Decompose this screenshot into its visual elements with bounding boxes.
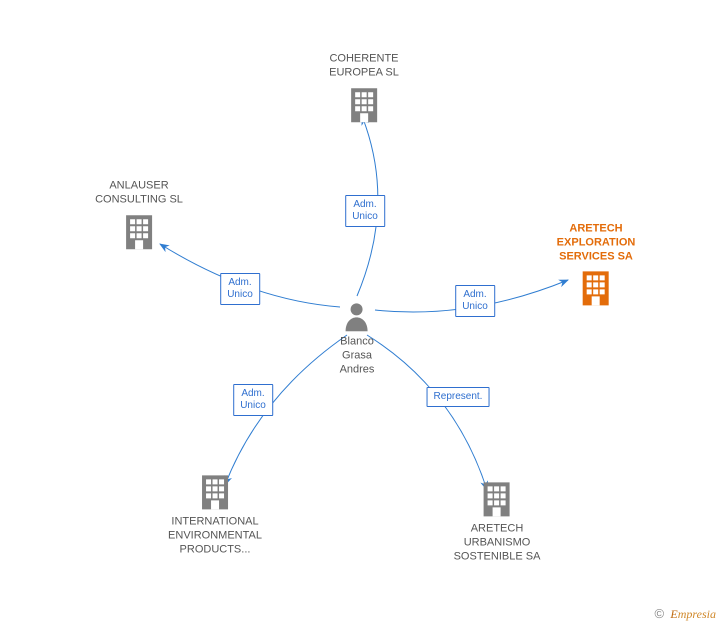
center-person-label: Blanco Grasa Andres xyxy=(340,335,375,376)
edge-label: Adm.Unico xyxy=(455,285,495,317)
building-icon xyxy=(579,270,613,308)
company-label: ARETECH EXPLORATION SERVICES SA xyxy=(557,222,636,263)
company-node-coherente[interactable]: COHERENTE EUROPEA SL xyxy=(329,52,399,124)
company-node-anlauser[interactable]: ANLAUSER CONSULTING SL xyxy=(95,179,183,251)
copyright-symbol: © xyxy=(654,606,664,621)
company-label: INTERNATIONAL ENVIRONMENTAL PRODUCTS... xyxy=(168,515,262,556)
edge-label: Adm.Unico xyxy=(345,195,385,227)
building-icon xyxy=(480,480,514,518)
building-icon xyxy=(347,86,381,124)
building-icon xyxy=(122,213,156,251)
center-person-node[interactable]: Blanco Grasa Andres xyxy=(340,301,375,376)
company-node-international-env[interactable]: INTERNATIONAL ENVIRONMENTAL PRODUCTS... xyxy=(168,473,262,556)
person-icon xyxy=(344,301,370,331)
company-node-aretech-exploration[interactable]: ARETECH EXPLORATION SERVICES SA xyxy=(557,222,636,307)
company-label: COHERENTE EUROPEA SL xyxy=(329,52,399,80)
copyright: © Empresia xyxy=(654,606,716,622)
building-icon xyxy=(198,473,232,511)
network-diagram: Blanco Grasa AndresCOHERENTE EUROPEA SL … xyxy=(0,0,728,630)
company-label: ARETECH URBANISMO SOSTENIBLE SA xyxy=(454,522,541,563)
edge-label: Represent. xyxy=(427,387,490,407)
copyright-brand: Empresia xyxy=(670,607,716,621)
company-label: ANLAUSER CONSULTING SL xyxy=(95,179,183,207)
edge-arrow xyxy=(367,335,487,490)
edge-label: Adm.Unico xyxy=(233,384,273,416)
edge-label: Adm.Unico xyxy=(220,273,260,305)
company-node-aretech-urbanismo[interactable]: ARETECH URBANISMO SOSTENIBLE SA xyxy=(454,480,541,563)
